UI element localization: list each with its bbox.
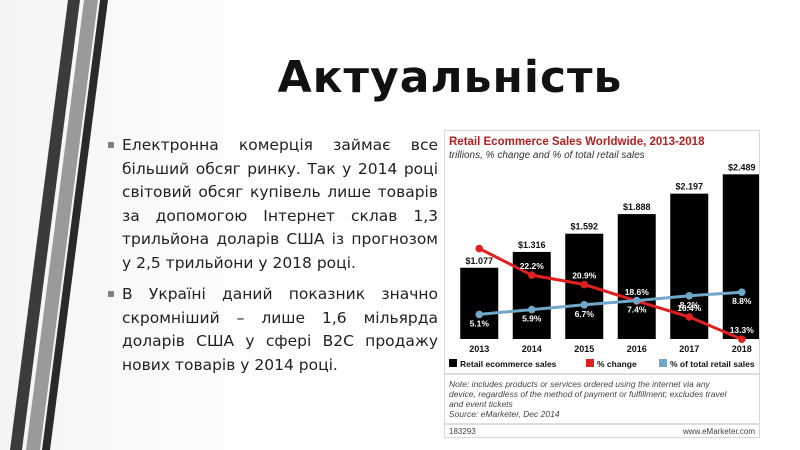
bullet-item: Електронна комерція займає все більший о… (108, 134, 438, 275)
pct-total|2-label: 8.2% (680, 300, 700, 310)
chart-note-line: and event tickets (449, 399, 514, 409)
bar-value-label: $2.197 (675, 182, 703, 192)
pct-change|1-line (478, 247, 743, 341)
bar-2018 (722, 174, 759, 339)
chart-svg: Retail Ecommerce Sales Worldwide, 2013-2… (445, 136, 759, 436)
chart-footer-id: 183293 (449, 427, 476, 436)
chart-note-line: device, regardless of the method of paym… (449, 389, 727, 399)
x-tick-label: 2015 (574, 344, 594, 354)
bar-value-label: $1.592 (570, 222, 598, 232)
pct-change|1-label: 18.6% (625, 287, 650, 297)
bar-value-label: $1.888 (623, 202, 651, 212)
pct-change|1-point (737, 335, 746, 344)
pct-change|1-label: 13.3% (730, 325, 755, 335)
pct-total|2-point (475, 310, 484, 319)
pct-change|1-label: 20.9% (572, 271, 597, 281)
pct-total|2-label: 7.4% (627, 305, 647, 315)
chart-note-line: Note: includes products or services orde… (449, 379, 711, 389)
bullet-item: В Україні даний показник значно скромніш… (108, 283, 438, 377)
x-tick-label: 2016 (627, 344, 647, 354)
pct-total|2-point (527, 305, 536, 314)
legend-label: % of total retail sales (670, 359, 755, 369)
x-tick-label: 2014 (522, 344, 542, 354)
bullet-list: Електронна комерція займає все більший о… (108, 134, 438, 385)
pct-change|1-point (580, 280, 589, 289)
pct-total|2-point (685, 292, 694, 300)
pct-change|1-label: 16.4% (677, 303, 702, 313)
pct-change|1-label: 22.2% (520, 261, 545, 271)
bar-value-label: $1.316 (518, 240, 546, 250)
legend-swatch (449, 359, 457, 367)
bar-2013 (460, 267, 499, 339)
pct-total|2-label: 6.7% (575, 309, 595, 319)
bar-2016 (617, 214, 656, 339)
ecommerce-chart: Retail Ecommerce Sales Worldwide, 2013-2… (444, 130, 760, 438)
pct-total|2-line (479, 290, 742, 316)
x-tick-label: 2013 (469, 344, 489, 354)
chart-note-line: Source: eMarketer, Dec 2014 (449, 409, 560, 419)
slide-title: Актуальність (277, 52, 623, 103)
pct-total|2-label: 8.8% (732, 296, 752, 306)
pct-total|2-point (632, 296, 641, 305)
pct-change|1-label: 25.9% (467, 235, 492, 245)
pct-total|2-label: 5.9% (522, 314, 542, 324)
decorative-stripes (10, 0, 108, 450)
x-tick-label: 2018 (732, 344, 752, 354)
pct-change|1-point (475, 244, 484, 253)
pct-change|1-point (527, 271, 536, 279)
chart-title: Retail Ecommerce Sales Worldwide, 2013-2… (449, 136, 705, 148)
legend-swatch (586, 359, 594, 367)
chart-footer-brand: www.eMarketer.com (682, 427, 755, 436)
pct-total|2-point (580, 301, 589, 309)
x-tick-label: 2017 (679, 344, 699, 354)
pct-change|1-point (685, 313, 694, 321)
legend-swatch (659, 359, 667, 367)
legend-label: % change (597, 359, 637, 369)
bar-2014 (512, 251, 551, 339)
pct-total|2-point (737, 288, 746, 296)
bar-value-label: $2.489 (728, 162, 756, 172)
pct-total|2-label: 5.1% (470, 318, 490, 328)
bar-value-label: $1.077 (465, 256, 493, 266)
chart-subtitle: trillions, % change and % of total retai… (449, 150, 645, 161)
legend-label: Retail ecommerce sales (460, 359, 557, 369)
